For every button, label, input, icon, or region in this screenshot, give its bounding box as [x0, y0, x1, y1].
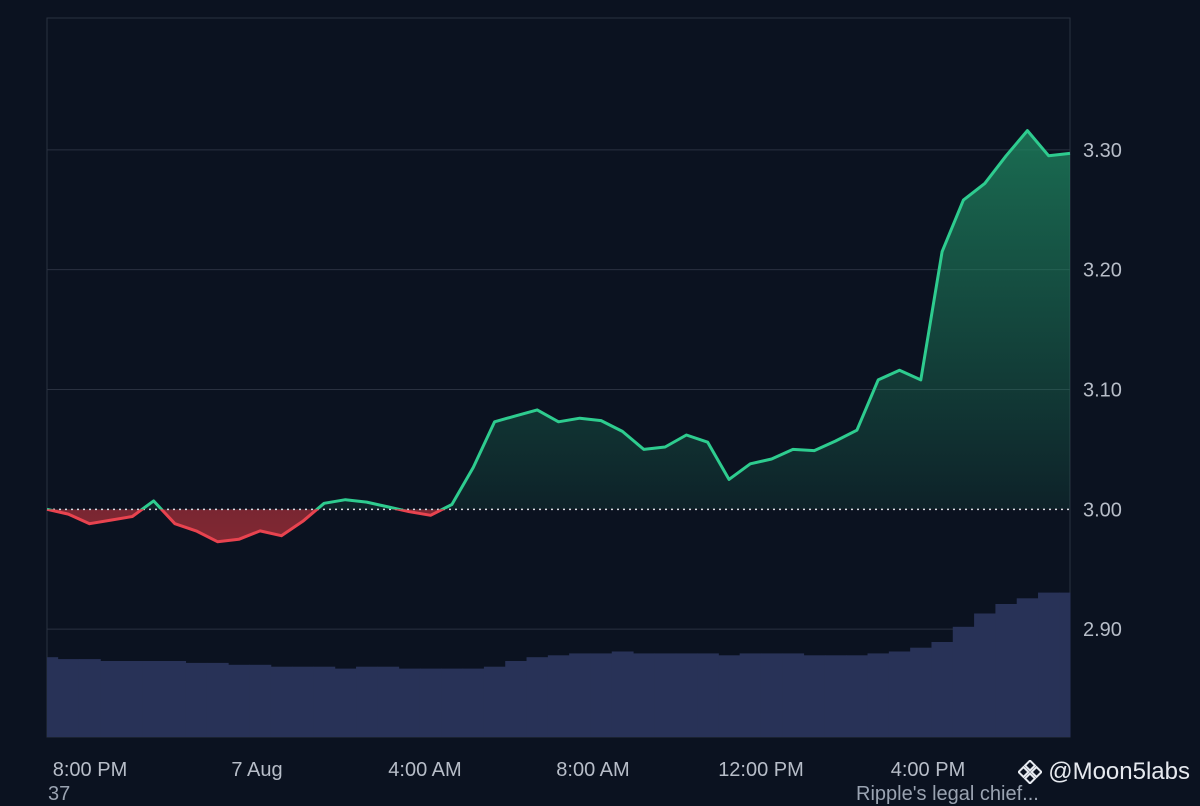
cut-off-news-text: Ripple's legal chief...: [856, 783, 1039, 805]
price-line-up: [46, 129, 1071, 510]
volume-bar: [356, 666, 378, 737]
volume-bar: [249, 664, 272, 737]
volume-bar: [697, 653, 719, 737]
x-tick-label: 8:00 AM: [556, 759, 629, 781]
area-below-baseline: [47, 509, 443, 542]
x-tick-label: 12:00 PM: [718, 759, 804, 781]
volume-bar: [313, 666, 336, 737]
volume-bar: [910, 647, 932, 737]
volume-bar: [57, 659, 80, 737]
volume-bar: [334, 668, 357, 737]
volume-bar: [78, 659, 101, 737]
binance-diamond-icon: [1018, 760, 1043, 784]
volume-bar: [1038, 592, 1060, 737]
volume-bar: [675, 653, 698, 737]
volume-bar: [888, 651, 911, 737]
volume-bar: [483, 666, 506, 737]
y-axis: 3.30 3.20 3.10 3.00 2.90: [1083, 140, 1122, 641]
volume-bar: [462, 668, 485, 737]
price-lines: [46, 129, 1071, 544]
volume-bar: [974, 613, 996, 737]
volume-bar: [100, 661, 123, 737]
watermark-text: @Moon5labs: [1048, 758, 1190, 785]
volume-bar: [995, 604, 1018, 737]
volume-bar: [1059, 592, 1071, 737]
cut-off-left-text: 37: [48, 783, 71, 805]
volume-bar: [569, 653, 591, 737]
volume-bar: [718, 655, 741, 737]
volume-bar: [867, 653, 890, 737]
area-above-baseline: [47, 130, 1070, 510]
volume-bar: [185, 662, 208, 737]
volume-bar: [824, 655, 847, 737]
y-tick-label: 3.00: [1083, 499, 1122, 521]
volume-bar: [633, 653, 655, 737]
y-tick-label: 3.30: [1083, 140, 1122, 162]
volume-bar: [590, 653, 613, 737]
volume-bar: [611, 651, 634, 737]
volume-bar: [419, 668, 442, 737]
volume-bar: [526, 657, 549, 737]
volume-bar: [441, 668, 464, 737]
y-tick-label: 3.20: [1083, 260, 1122, 282]
volume-bar: [1016, 598, 1039, 737]
volume-bar: [782, 653, 805, 737]
x-tick-label: 7 Aug: [231, 759, 282, 781]
y-tick-label: 2.90: [1083, 619, 1122, 641]
volume-bar: [398, 668, 421, 737]
volume-bar: [654, 653, 677, 737]
price-line-down: [46, 509, 446, 544]
volume-bar: [206, 662, 229, 737]
volume-bar: [228, 664, 250, 737]
volume-bar: [121, 661, 144, 737]
volume-bar: [931, 642, 954, 737]
volume-bar: [142, 661, 165, 737]
x-tick-label: 4:00 PM: [891, 759, 965, 781]
price-areas: [47, 130, 1070, 542]
y-tick-label: 3.10: [1083, 379, 1122, 401]
volume-bar: [505, 661, 528, 737]
volume-bars: [47, 592, 1071, 737]
watermark: @Moon5labs: [1018, 758, 1190, 786]
x-axis: 8:00 PM 7 Aug 4:00 AM 8:00 AM 12:00 PM 4:00 P…: [53, 759, 965, 781]
volume-bar: [47, 657, 59, 737]
volume-bar: [547, 655, 570, 737]
volume-bar: [803, 655, 826, 737]
volume-bar: [952, 626, 975, 737]
volume-bar: [164, 661, 187, 737]
volume-bar: [739, 653, 762, 737]
volume-bar: [760, 653, 783, 737]
volume-bar: [846, 655, 869, 737]
x-tick-label: 4:00 AM: [388, 759, 461, 781]
volume-bar: [377, 666, 400, 737]
x-tick-label: 8:00 PM: [53, 759, 127, 781]
volume-bar: [270, 666, 293, 737]
volume-bar: [292, 666, 314, 737]
